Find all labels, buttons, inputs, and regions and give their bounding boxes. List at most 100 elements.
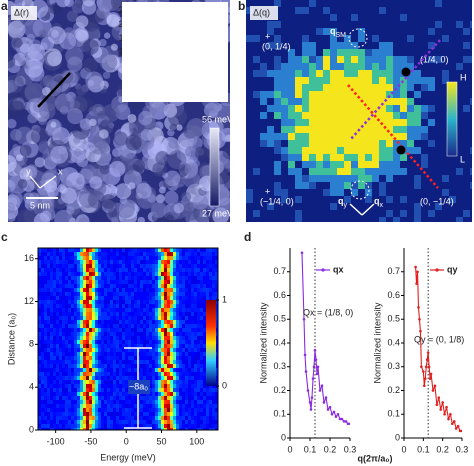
texture — [456, 168, 463, 175]
texture — [200, 384, 203, 388]
texture — [197, 420, 200, 424]
texture — [288, 168, 295, 175]
texture — [41, 384, 44, 388]
texture — [77, 272, 80, 276]
texture — [146, 296, 149, 300]
texture — [421, 105, 428, 112]
texture — [316, 98, 323, 105]
texture — [116, 368, 119, 372]
texture — [44, 364, 47, 368]
texture — [67, 56, 83, 72]
texture — [74, 360, 77, 364]
texture — [56, 336, 59, 340]
texture — [47, 392, 50, 396]
texture — [274, 147, 281, 154]
texture — [173, 316, 176, 320]
texture — [173, 360, 176, 364]
texture — [344, 175, 351, 182]
texture — [38, 372, 41, 376]
texture — [59, 404, 62, 408]
point — [460, 429, 462, 433]
texture — [182, 304, 185, 308]
texture — [149, 324, 152, 328]
texture — [188, 352, 191, 356]
texture — [107, 272, 110, 276]
texture — [152, 162, 167, 177]
texture — [58, 32, 77, 50]
texture — [161, 308, 164, 312]
texture — [143, 420, 146, 424]
texture — [95, 288, 98, 292]
texture — [152, 340, 155, 344]
texture — [194, 404, 197, 408]
texture — [62, 304, 65, 308]
texture — [200, 268, 203, 272]
texture — [365, 84, 372, 91]
texture — [200, 404, 203, 408]
texture — [393, 105, 400, 112]
texture — [98, 332, 101, 336]
texture — [191, 396, 194, 400]
texture — [104, 304, 107, 308]
texture — [86, 392, 89, 396]
texture — [463, 28, 470, 35]
texture — [179, 380, 182, 384]
texture — [68, 332, 71, 336]
texture — [152, 324, 155, 328]
texture — [197, 336, 200, 340]
texture — [197, 348, 200, 352]
texture — [89, 336, 92, 340]
texture — [113, 412, 116, 416]
texture — [134, 324, 137, 328]
texture — [274, 112, 281, 119]
texture — [38, 348, 41, 352]
texture — [101, 380, 104, 384]
texture — [158, 372, 161, 376]
texture — [323, 175, 330, 182]
texture — [104, 296, 107, 300]
texture — [173, 304, 176, 308]
texture — [309, 140, 316, 147]
texture — [65, 280, 68, 284]
texture — [19, 144, 32, 157]
texture — [83, 320, 86, 324]
texture — [281, 147, 288, 154]
texture — [170, 396, 173, 400]
texture — [53, 296, 56, 300]
point — [426, 351, 430, 354]
texture — [152, 356, 155, 360]
texture — [53, 268, 56, 272]
texture — [92, 316, 95, 320]
texture — [107, 312, 110, 316]
texture — [316, 77, 323, 84]
texture — [173, 248, 176, 252]
texture — [119, 376, 122, 380]
texture — [125, 372, 128, 376]
texture — [98, 260, 101, 264]
texture — [71, 344, 74, 348]
texture — [42, 86, 51, 96]
texture — [128, 280, 131, 284]
texture — [246, 189, 253, 196]
texture — [25, 164, 38, 177]
inset-box — [122, 2, 228, 102]
texture — [143, 284, 146, 288]
texture — [167, 424, 170, 428]
texture — [203, 296, 206, 300]
texture — [44, 416, 47, 420]
texture — [56, 256, 59, 260]
texture — [442, 70, 449, 77]
texture — [59, 284, 62, 288]
texture — [179, 360, 182, 364]
texture — [98, 264, 101, 268]
texture — [358, 147, 365, 154]
texture — [44, 392, 47, 396]
texture — [95, 296, 98, 300]
texture — [164, 248, 167, 252]
texture — [209, 412, 212, 416]
texture — [200, 352, 203, 356]
texture — [44, 252, 47, 256]
texture — [62, 248, 65, 252]
texture — [149, 372, 152, 376]
texture — [414, 210, 421, 217]
